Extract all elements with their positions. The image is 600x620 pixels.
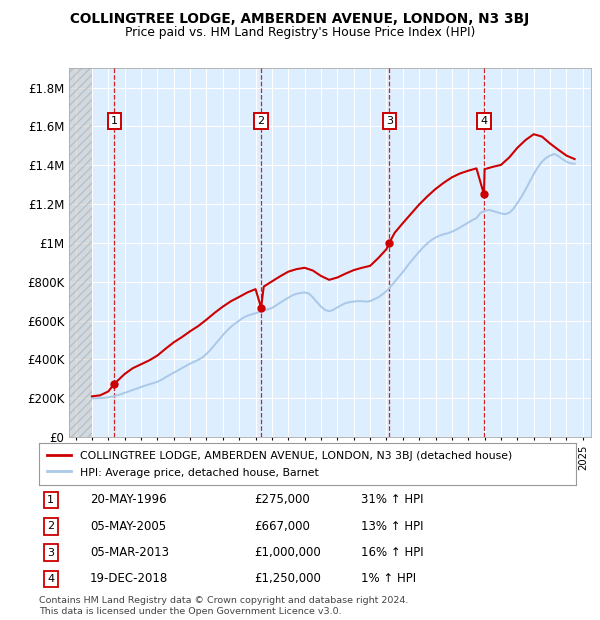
Text: 1: 1 — [111, 115, 118, 126]
Text: COLLINGTREE LODGE, AMBERDEN AVENUE, LONDON, N3 3BJ: COLLINGTREE LODGE, AMBERDEN AVENUE, LOND… — [70, 12, 530, 27]
Text: Price paid vs. HM Land Registry's House Price Index (HPI): Price paid vs. HM Land Registry's House … — [125, 26, 475, 39]
Text: 3: 3 — [386, 115, 393, 126]
Legend: COLLINGTREE LODGE, AMBERDEN AVENUE, LONDON, N3 3BJ (detached house), HPI: Averag: COLLINGTREE LODGE, AMBERDEN AVENUE, LOND… — [41, 445, 517, 483]
Text: £1,000,000: £1,000,000 — [254, 546, 320, 559]
Text: 2: 2 — [257, 115, 265, 126]
Text: 4: 4 — [47, 574, 55, 584]
Text: 13% ↑ HPI: 13% ↑ HPI — [361, 520, 424, 533]
Text: Contains HM Land Registry data © Crown copyright and database right 2024.
This d: Contains HM Land Registry data © Crown c… — [39, 596, 409, 616]
Text: 20-MAY-1996: 20-MAY-1996 — [90, 494, 167, 507]
Text: 4: 4 — [481, 115, 488, 126]
Text: 1% ↑ HPI: 1% ↑ HPI — [361, 572, 416, 585]
Text: 1: 1 — [47, 495, 55, 505]
Text: £275,000: £275,000 — [254, 494, 310, 507]
Bar — [69, 68, 92, 437]
Text: 19-DEC-2018: 19-DEC-2018 — [90, 572, 168, 585]
Text: 05-MAY-2005: 05-MAY-2005 — [90, 520, 166, 533]
Text: £667,000: £667,000 — [254, 520, 310, 533]
Text: £1,250,000: £1,250,000 — [254, 572, 320, 585]
Text: 3: 3 — [47, 547, 55, 557]
Text: 2: 2 — [47, 521, 55, 531]
Text: 05-MAR-2013: 05-MAR-2013 — [90, 546, 169, 559]
Text: 16% ↑ HPI: 16% ↑ HPI — [361, 546, 424, 559]
Text: 31% ↑ HPI: 31% ↑ HPI — [361, 494, 424, 507]
